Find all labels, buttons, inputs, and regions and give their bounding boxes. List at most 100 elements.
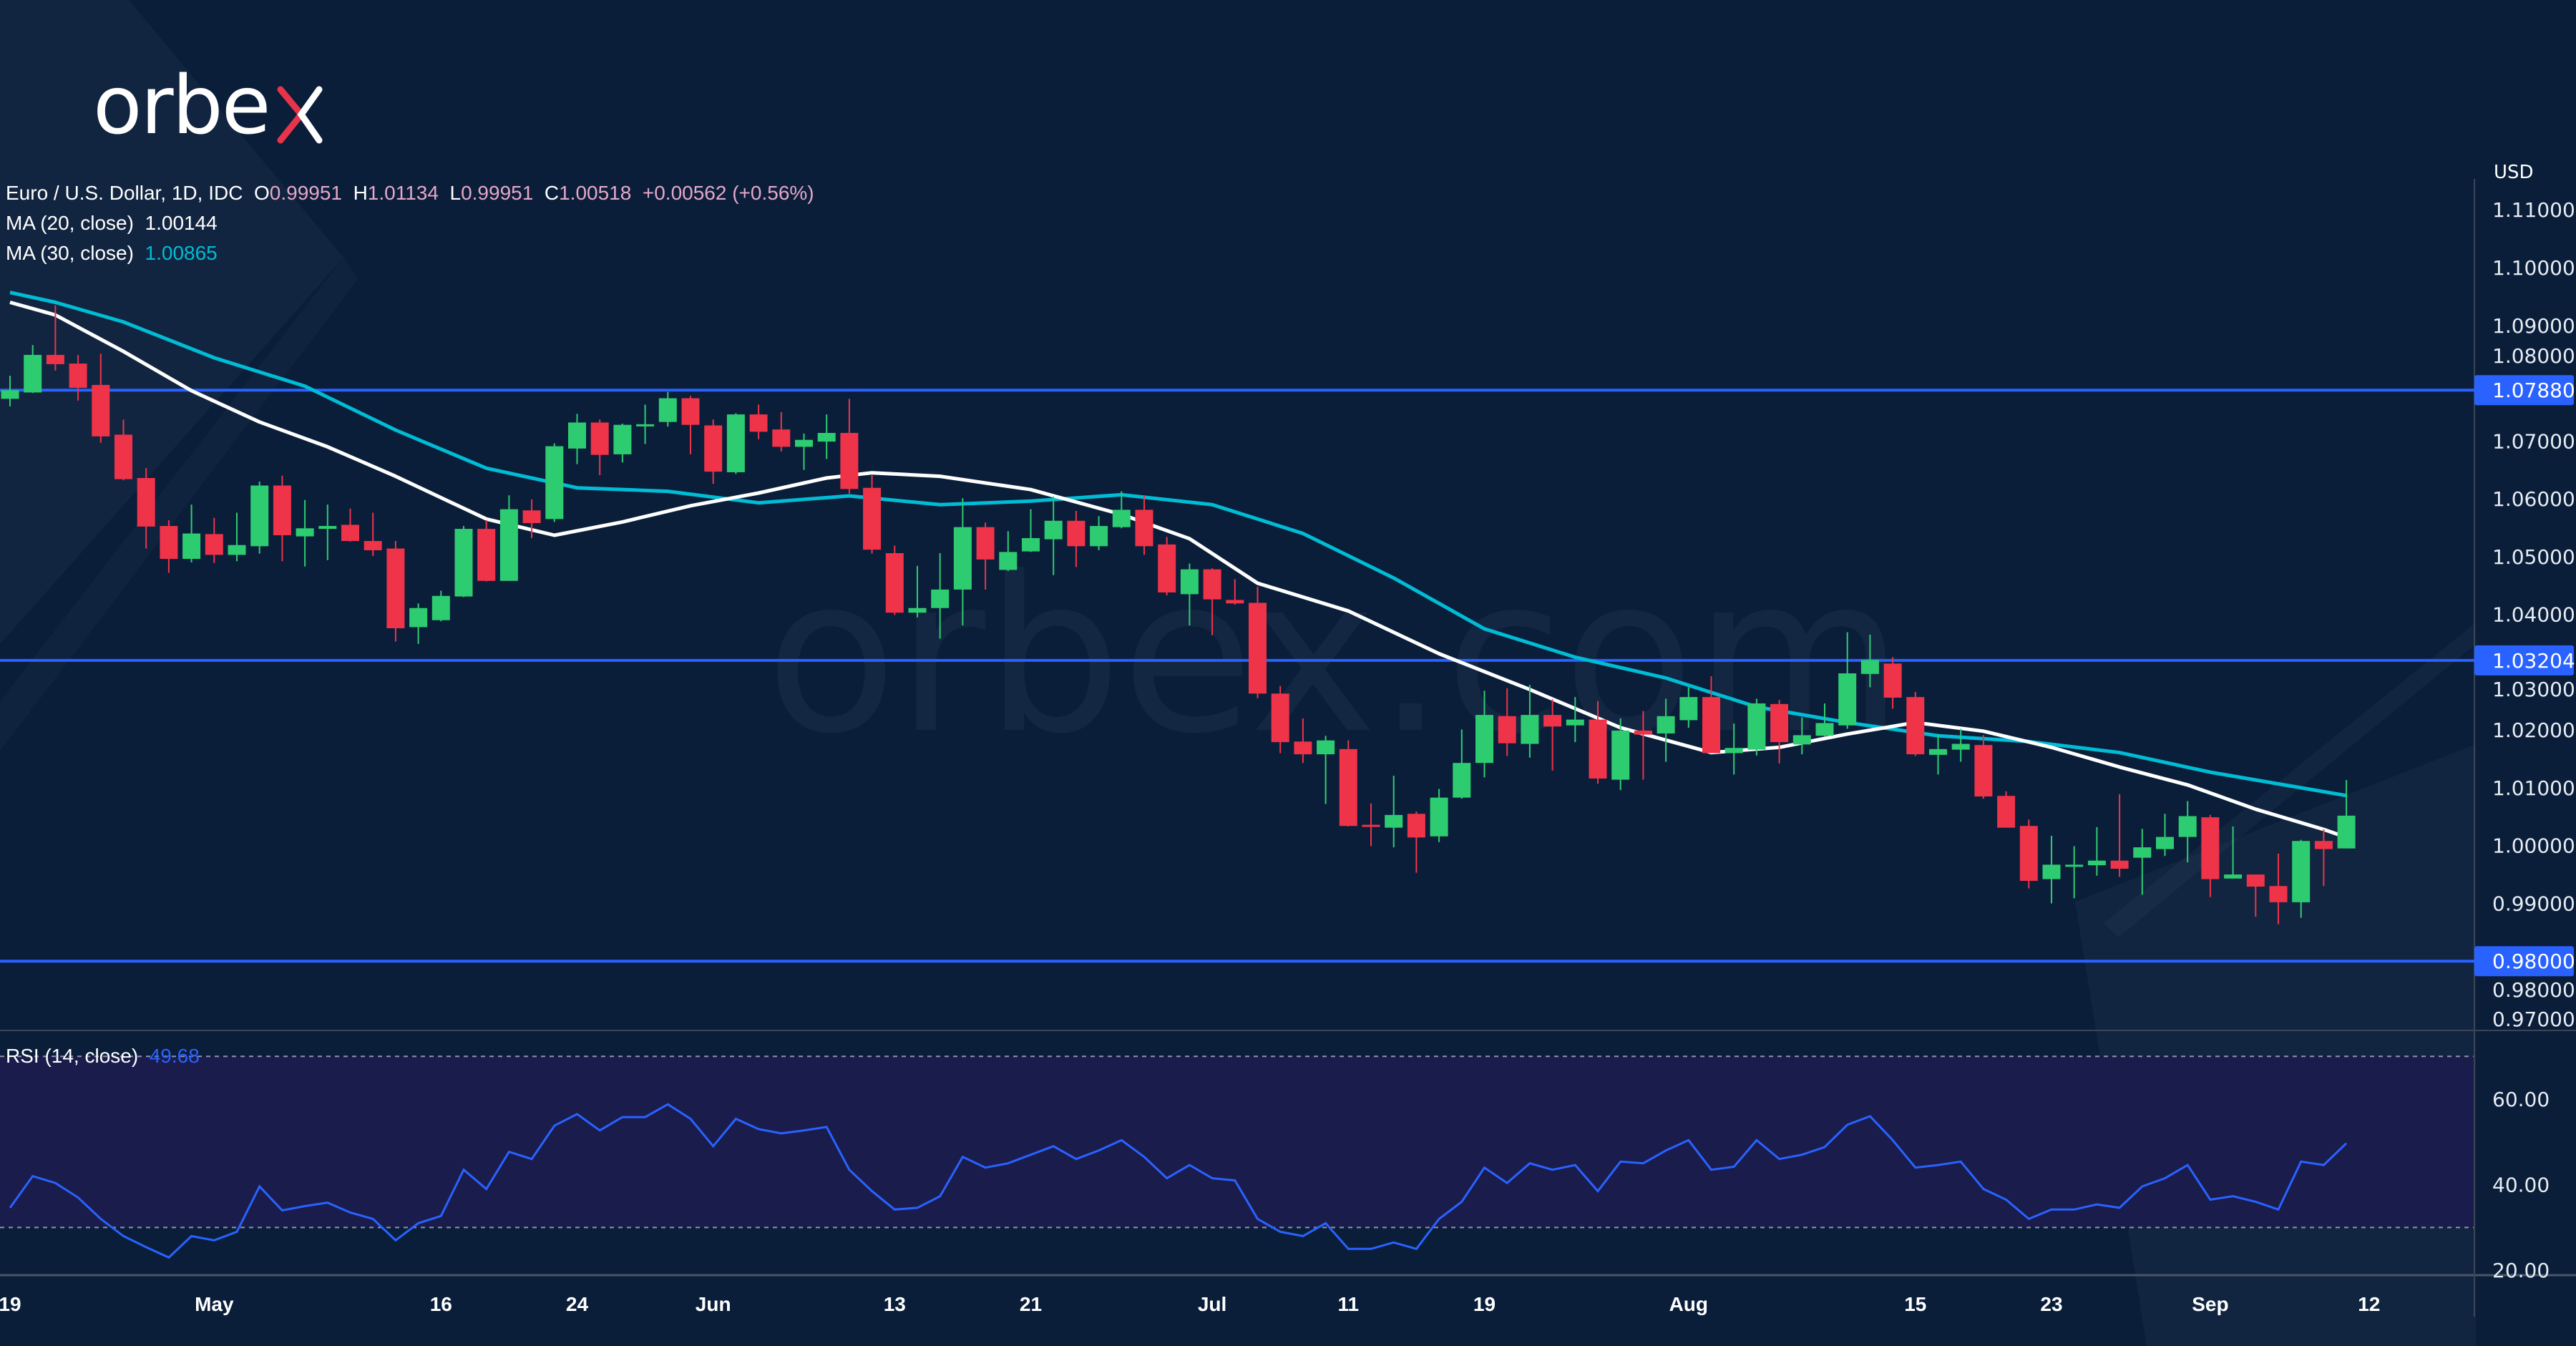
candle-up[interactable] <box>1453 763 1471 798</box>
candle-down[interactable] <box>1362 824 1380 827</box>
candle-up[interactable] <box>1838 673 1857 726</box>
candle-up[interactable] <box>726 414 745 472</box>
candle-down[interactable] <box>1974 745 1993 797</box>
candle-up[interactable] <box>296 528 314 537</box>
candle-down[interactable] <box>1770 703 1789 743</box>
candle-up[interactable] <box>1815 723 1834 736</box>
candle-up[interactable] <box>817 433 836 442</box>
candle-up[interactable] <box>1317 740 1335 755</box>
ma20-legend[interactable]: MA (20, close) 1.00144 <box>6 212 218 235</box>
candle-down[interactable] <box>976 527 995 560</box>
candle-up[interactable] <box>1566 719 1584 726</box>
candle-up[interactable] <box>545 446 564 520</box>
candle-down[interactable] <box>1203 569 1221 600</box>
candle-up[interactable] <box>2042 864 2061 879</box>
candle-down[interactable] <box>46 354 64 364</box>
candle-down[interactable] <box>477 529 496 581</box>
rsi-legend[interactable]: RSI (14, close) 49.68 <box>6 1045 200 1068</box>
candle-up[interactable] <box>1112 509 1131 527</box>
price-level-badge[interactable] <box>2474 375 2574 406</box>
candle-down[interactable] <box>1339 748 1357 826</box>
candle-up[interactable] <box>999 552 1018 570</box>
ma30-legend[interactable]: MA (30, close) 1.00865 <box>6 242 218 265</box>
candle-down[interactable] <box>885 553 904 613</box>
candle-down[interactable] <box>341 525 359 542</box>
ma20-line[interactable] <box>9 301 2347 839</box>
candle-down[interactable] <box>863 487 882 550</box>
candle-up[interactable] <box>250 485 269 547</box>
candle-up[interactable] <box>2292 841 2311 902</box>
candle-up[interactable] <box>318 526 337 530</box>
candle-up[interactable] <box>499 509 518 581</box>
candle-up[interactable] <box>2224 874 2243 879</box>
candle-up[interactable] <box>953 527 972 590</box>
candle-up[interactable] <box>658 398 677 422</box>
candle-down[interactable] <box>2019 826 2038 881</box>
candle-down[interactable] <box>772 429 791 447</box>
candle-down[interactable] <box>2110 860 2129 869</box>
candle-down[interactable] <box>2269 886 2288 902</box>
candle-up[interactable] <box>1521 715 1539 744</box>
candle-up[interactable] <box>1951 743 1970 750</box>
candle-down[interactable] <box>1294 741 1312 755</box>
price-level-badge[interactable] <box>2474 645 2574 676</box>
candle-down[interactable] <box>704 425 723 472</box>
candle-up[interactable] <box>431 595 450 620</box>
candle-down[interactable] <box>2201 817 2220 879</box>
candle-up[interactable] <box>1792 735 1811 745</box>
candle-up[interactable] <box>2337 815 2356 849</box>
candle-up[interactable] <box>1929 748 1947 755</box>
candle-down[interactable] <box>92 384 110 437</box>
candle-up[interactable] <box>2065 864 2084 867</box>
candle-down[interactable] <box>2246 874 2265 887</box>
candle-up[interactable] <box>1475 715 1493 764</box>
candle-down[interactable] <box>1997 796 2016 828</box>
candle-up[interactable] <box>24 354 42 393</box>
candle-down[interactable] <box>386 548 405 629</box>
candle-down[interactable] <box>1158 544 1176 592</box>
candle-up[interactable] <box>795 439 813 447</box>
candle-up[interactable] <box>1090 526 1108 547</box>
candle-down[interactable] <box>114 434 132 479</box>
candle-down[interactable] <box>1883 663 1902 698</box>
candle-down[interactable] <box>522 510 541 524</box>
candle-up[interactable] <box>1679 697 1698 721</box>
candle-up[interactable] <box>1180 569 1199 595</box>
candle-up[interactable] <box>2156 837 2174 849</box>
candle-up[interactable] <box>1657 716 1675 734</box>
candle-down[interactable] <box>1226 600 1244 604</box>
candle-up[interactable] <box>228 545 246 555</box>
candle-up[interactable] <box>1611 730 1630 780</box>
candle-down[interactable] <box>1407 814 1425 838</box>
candle-down[interactable] <box>840 433 859 489</box>
candle-down[interactable] <box>160 526 178 560</box>
candle-up[interactable] <box>1860 660 1879 674</box>
candle-down[interactable] <box>590 422 609 455</box>
candle-down[interactable] <box>273 485 291 535</box>
rsi-line[interactable] <box>9 1103 2348 1259</box>
candle-up[interactable] <box>454 529 473 597</box>
candle-down[interactable] <box>1271 693 1289 743</box>
candle-up[interactable] <box>568 422 586 449</box>
candle-down[interactable] <box>69 364 87 389</box>
candle-down[interactable] <box>1249 603 1267 694</box>
candle-up[interactable] <box>908 608 927 613</box>
candle-up[interactable] <box>2178 816 2197 837</box>
candle-down[interactable] <box>1067 520 1085 547</box>
candle-down[interactable] <box>137 478 155 527</box>
candle-down[interactable] <box>749 414 768 432</box>
candle-up[interactable] <box>182 533 201 560</box>
price-level-badge[interactable] <box>2474 946 2574 977</box>
candle-down[interactable] <box>1498 716 1516 743</box>
candle-down[interactable] <box>205 534 223 555</box>
candle-down[interactable] <box>681 398 700 425</box>
candle-down[interactable] <box>1543 715 1562 727</box>
candle-up[interactable] <box>2087 860 2106 866</box>
candle-up[interactable] <box>613 424 632 454</box>
candle-up[interactable] <box>1022 538 1040 552</box>
candle-up[interactable] <box>1724 748 1743 754</box>
candle-up[interactable] <box>931 589 950 608</box>
candle-down[interactable] <box>1906 697 1925 755</box>
candle-up[interactable] <box>1 390 19 399</box>
